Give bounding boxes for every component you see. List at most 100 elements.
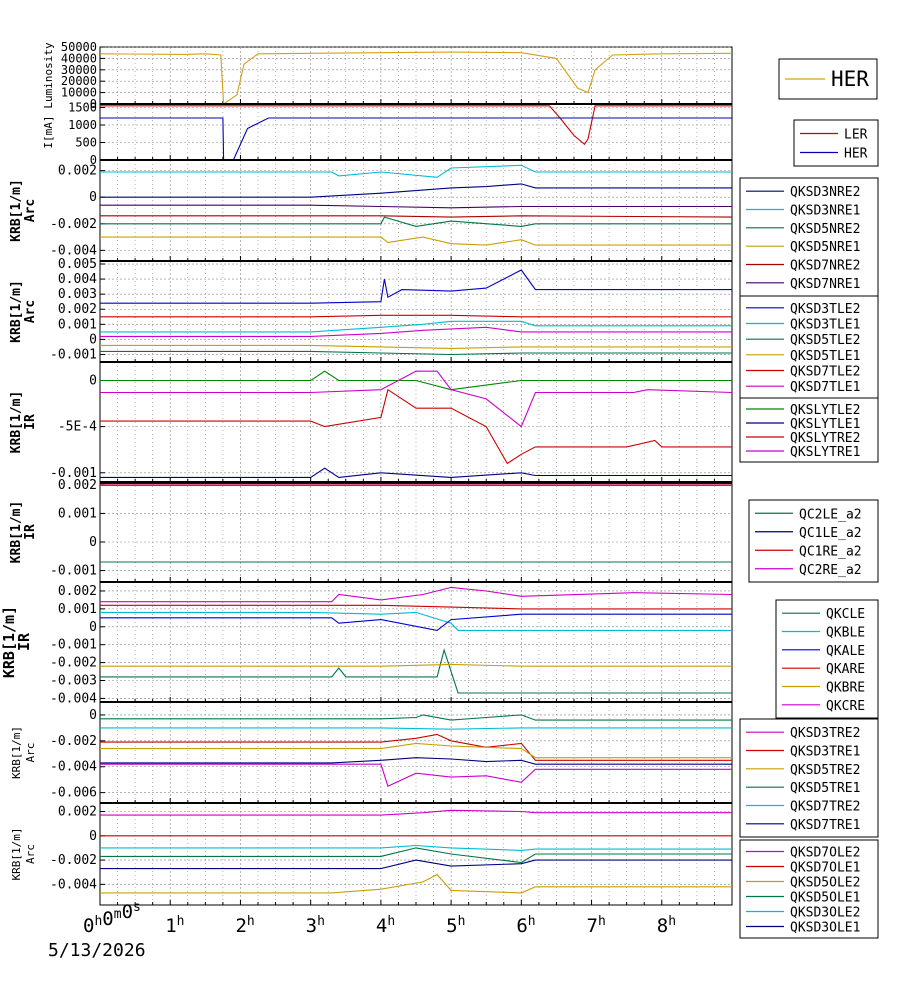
series-line-qksd3nre2 <box>100 183 732 198</box>
series-line-qkslytre1 <box>100 370 733 428</box>
legend-arc-nr: QKSD3NRE2 QKSD3NRE1 QKSD5NRE2 QKSD5NRE1 QKSD… <box>739 177 879 297</box>
y-tick-label: 1000 <box>68 118 97 132</box>
panel-current: 0 500 1000 1500 I[mA] <box>42 101 733 167</box>
y-axis-label-2: Arc <box>24 743 37 763</box>
legend-label: QKSD3TRE2 <box>790 726 860 741</box>
panel-ir-qc: 0.002 0.001 0 -0.001 KRB[1/m] IR <box>9 478 733 583</box>
legend-label: QKSD5NRE1 <box>790 240 860 255</box>
legend-box <box>793 119 879 167</box>
x-tick-label: 2h <box>235 914 254 937</box>
legend-label: QKSD3TRE1 <box>790 745 860 760</box>
legend-label: QKBRE <box>826 681 865 696</box>
legend-label: QKSD5NRE2 <box>790 222 860 237</box>
legend-label: QKBLE <box>826 626 865 641</box>
legend-label: QKSD5OLE1 <box>790 891 860 906</box>
y-tick-label: 1500 <box>68 101 97 115</box>
y-tick-label: -5E-4 <box>58 420 97 435</box>
legend-label: QKSD7NRE2 <box>790 259 860 274</box>
legend-label: QKSD5OLE2 <box>790 876 860 891</box>
y-tick-label: 0 <box>89 332 97 347</box>
legend-label: HER <box>844 147 868 162</box>
x-tick-label: 6h <box>516 914 535 937</box>
legend-arc-ol: QKSD7OLE2QKSD7OLE1QKSD5OLE2QKSD5OLE1QKSD… <box>739 839 879 939</box>
legend-label: QKSLYTRE2 <box>790 431 860 446</box>
y-tick-label: -0.004 <box>50 691 97 706</box>
y-tick-label: 0 <box>90 97 97 111</box>
y-axis-label: KRB[1/m] <box>10 828 23 881</box>
series-line-qksd5nre1 <box>100 236 732 246</box>
series-line-qksd5ole2 <box>100 873 732 894</box>
y-tick-label: 0 <box>89 829 97 844</box>
series-line-qksd5nre2 <box>100 216 732 227</box>
series-line-qkble <box>100 611 732 631</box>
y-axis-label-2: Arc <box>23 300 38 323</box>
y-tick-label: 40000 <box>61 51 97 65</box>
legend-label: QKSD5TRE2 <box>790 763 860 778</box>
legend-label: QKSD7OLE1 <box>790 861 860 876</box>
series-line-qkslytre2 <box>100 388 732 465</box>
y-tick-label: 0.001 <box>58 317 97 332</box>
series-line-qksd3ole1 <box>100 859 732 870</box>
legend-box <box>739 718 879 838</box>
legend-label: QKSD7TLE1 <box>790 380 860 395</box>
series-line-qksd5tre1 <box>100 714 732 721</box>
series-line-qksd3tle1 <box>100 320 732 333</box>
x-tick-label: 1h <box>165 914 184 937</box>
y-axis-label: I[mA] <box>42 115 55 148</box>
legend-label: QKSD7NRE1 <box>790 277 860 292</box>
y-tick-label: -0.004 <box>50 877 97 892</box>
legend-arc-tl: QKSD3TLE2QKSD3TLE1QKSD5TLE2QKSD5TLE1QKSD… <box>739 295 879 399</box>
x-axis-date: 5/13/2026 <box>48 940 146 961</box>
legend-label: QKSD3NRE1 <box>790 204 860 219</box>
panel-arc-nr: 0.002 0 -0.002 -0.004 KRB[1/m] Arc <box>9 159 733 262</box>
legend-label: QKSD5TLE1 <box>790 349 860 364</box>
series-line-qksd3tre2 <box>100 763 732 787</box>
series-line-qksd7nre1 <box>100 204 732 209</box>
y-tick-label: -0.002 <box>50 217 97 232</box>
legend-box <box>739 295 879 399</box>
y-tick-label: 0.001 <box>58 602 97 617</box>
series-line-qksd5tle2 <box>100 350 732 356</box>
legend-label: QKSD5TRE1 <box>790 781 860 796</box>
y-tick-label: 500 <box>75 136 97 150</box>
legend-label: QC2LE_a2 <box>799 507 862 522</box>
legend-label: QKSD7TRE2 <box>790 800 860 815</box>
y-tick-label: 0 <box>90 153 97 167</box>
series-line-qkare <box>100 604 732 610</box>
y-tick-label: 0.002 <box>58 805 97 820</box>
legend-label: QKSLYTLE2 <box>790 403 860 418</box>
x-tick-label: 5h <box>446 914 465 937</box>
series-line-ler <box>100 105 732 146</box>
series-line-qksd7ole2 <box>100 809 732 816</box>
legend-box <box>739 839 879 939</box>
legend-label: QKCRE <box>826 699 865 714</box>
y-tick-label: -0.001 <box>50 466 97 481</box>
legend-label: QC2RE_a2 <box>799 563 862 578</box>
y-tick-label: -0.002 <box>50 734 97 749</box>
series-line-qksd7tle2 <box>100 314 732 318</box>
y-tick-label: -0.004 <box>50 243 97 258</box>
y-axis-label: KRB[1/m] <box>9 501 24 564</box>
y-tick-label: 0 <box>89 708 97 723</box>
y-tick-label: 0.002 <box>58 584 97 599</box>
y-tick-label: 0 <box>89 373 97 388</box>
series-line-qkbre <box>100 663 732 667</box>
series-line-qksd5tle1 <box>100 344 732 349</box>
panel-arc-ol: 0.002 0 -0.002 -0.004 KRB[1/m] Arc <box>10 802 733 906</box>
legend-label: QKSD3TLE2 <box>790 302 860 317</box>
series-line-her <box>99 51 733 106</box>
legend-label: QKSLYTLE1 <box>790 417 860 432</box>
legend-label: QKSLYTRE1 <box>790 445 860 460</box>
series-line-qksd7tre2 <box>100 727 732 730</box>
legend-ir-qk: QKCLE QKBLE QKALE QKARE QKBRE QKCRE <box>775 599 879 719</box>
y-tick-label: -0.002 <box>50 656 97 671</box>
series-line-qkcle <box>100 648 732 694</box>
y-axis-label-2: Arc <box>24 844 37 864</box>
panel-ir-sly: 0 -5E-4 -0.001 KRB[1/m] IR <box>9 361 733 483</box>
legend-label: QKSD3NRE2 <box>790 185 860 200</box>
y-tick-label: 20000 <box>61 74 97 88</box>
y-tick-label: -0.001 <box>50 638 97 653</box>
series-line-qksd7nre2 <box>100 215 733 218</box>
